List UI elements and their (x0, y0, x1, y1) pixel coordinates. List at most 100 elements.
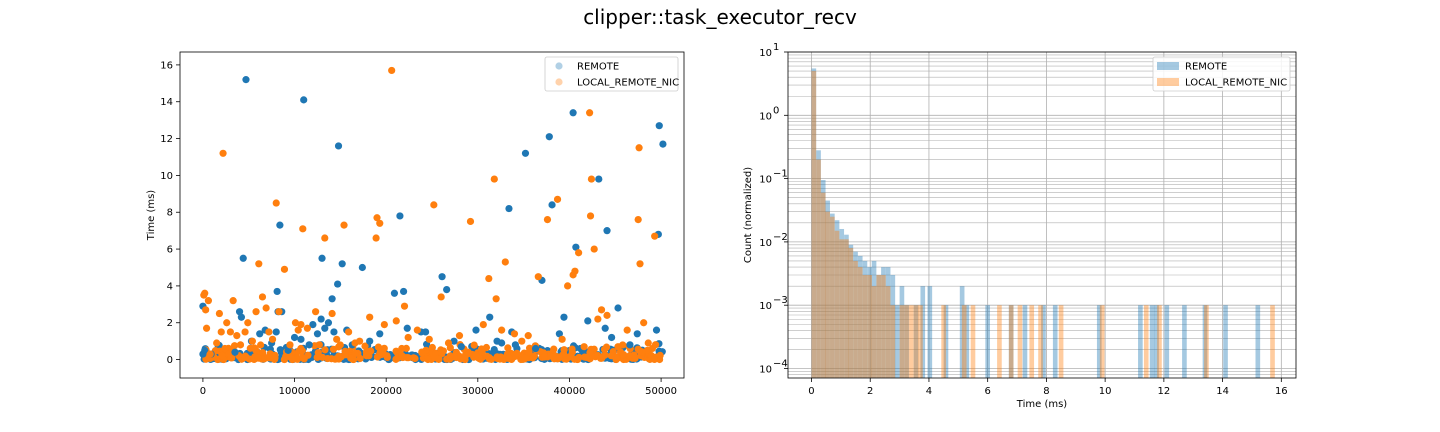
scatter-point (633, 330, 641, 338)
histogram-y-tick-label: 10 (759, 238, 772, 249)
scatter-y-tick-label: 4 (167, 281, 173, 292)
scatter-y-tick-label: 10 (160, 171, 173, 182)
scatter-point (571, 267, 579, 275)
scatter-point (587, 175, 596, 183)
histogram-y-tick-exponent: −4 (773, 359, 788, 370)
histogram-bar (834, 220, 840, 378)
histogram-bar (871, 286, 877, 378)
scatter-point (485, 274, 493, 283)
scatter-band-point (276, 346, 284, 354)
histogram-bar (920, 286, 926, 378)
histogram-bar (839, 239, 845, 378)
scatter-band-point (619, 351, 628, 359)
histogram-bar (997, 305, 1002, 378)
scatter-point (584, 317, 592, 325)
histogram-bar (881, 275, 886, 378)
scatter-point (659, 140, 667, 148)
histogram-x-tick-label: 10 (1099, 386, 1112, 397)
scatter-point (272, 328, 280, 336)
scatter-point (312, 308, 320, 316)
scatter-y-tick-label: 8 (167, 208, 173, 219)
scatter-band-point (292, 355, 300, 363)
scatter-point (239, 254, 247, 262)
histogram-legend-swatch-1 (1157, 78, 1179, 86)
scatter-y-tick-label: 12 (160, 134, 173, 145)
histogram-y-tick-label: 10 (759, 365, 772, 376)
scatter-band-point (573, 355, 581, 363)
scatter-plot-frame (179, 51, 685, 379)
scatter-point (510, 330, 519, 338)
histogram-x-tick-label: 2 (867, 386, 873, 397)
scatter-point (399, 287, 408, 296)
scatter-y-tick-label: 14 (160, 97, 173, 108)
scatter-point (479, 320, 487, 329)
scatter-band-point (566, 353, 574, 361)
scatter-legend: REMOTE LOCAL_REMOTE_NIC (544, 56, 679, 92)
scatter-point (376, 330, 384, 338)
histogram-bar (862, 275, 868, 378)
scatter-point (265, 328, 273, 336)
histogram-x-tick-label: 14 (1216, 386, 1229, 397)
histogram-bar (848, 248, 854, 378)
histogram-y-tick-exponent: −3 (773, 295, 788, 306)
scatter-band-point (490, 345, 498, 354)
scatter-band-point (650, 355, 659, 364)
histogram-bars (811, 68, 1275, 378)
scatter-point (545, 133, 553, 141)
scatter-x-tick-label: 30000 (462, 386, 494, 397)
scatter-point (634, 216, 642, 224)
scatter-point (594, 315, 602, 323)
scatter-point (655, 122, 663, 130)
scatter-band-point (397, 351, 406, 359)
scatter-point (333, 335, 341, 343)
histogram-bar (834, 230, 840, 378)
histogram-bar (844, 239, 849, 378)
histogram-bar (1255, 305, 1261, 378)
scatter-points (199, 66, 667, 364)
scatter-band-point (218, 352, 226, 360)
scatter-band-point (596, 354, 605, 362)
histogram-bar (943, 305, 949, 378)
scatter-point (299, 225, 307, 233)
scatter-point (404, 333, 412, 342)
scatter-band-point (271, 351, 279, 359)
scatter-band-point (424, 355, 432, 364)
scatter-point (450, 337, 458, 345)
scatter-band-point (541, 353, 549, 361)
histogram-y-tick-label: 10 (759, 111, 772, 122)
histogram-bar (839, 228, 845, 378)
histogram-x-tick-label: 4 (926, 386, 932, 397)
histogram-y-tick-exponent: −1 (773, 169, 788, 180)
scatter-point (472, 326, 480, 334)
scatter-point (608, 333, 616, 342)
scatter-legend-box (544, 56, 679, 92)
scatter-point (644, 339, 652, 347)
histogram-y-tick-label: 10 (759, 48, 772, 59)
scatter-series-1 (200, 66, 659, 358)
scatter-point (388, 66, 396, 75)
scatter-point (241, 328, 249, 336)
scatter-band-point (470, 341, 478, 349)
scatter-point (206, 350, 214, 358)
scatter-point (390, 289, 399, 297)
scatter-point (521, 149, 530, 157)
scatter-point (280, 265, 289, 273)
histogram-bar (876, 275, 882, 378)
scatter-point (358, 263, 366, 272)
scatter-point (226, 328, 234, 336)
scatter-band-point (464, 349, 472, 358)
histogram-bar (885, 267, 891, 378)
histogram-bar (1038, 305, 1043, 378)
histogram-plot-frame (787, 51, 1297, 379)
figure-title: clipper::task_executor_recv (583, 5, 857, 29)
scatter-point (443, 285, 451, 294)
scatter-band-point (630, 351, 638, 359)
scatter-band-point (472, 351, 480, 359)
scatter-point (262, 304, 270, 312)
scatter-band-point (525, 348, 533, 357)
scatter-point (501, 258, 509, 266)
scatter-point (437, 293, 445, 301)
scatter-point (564, 282, 572, 290)
